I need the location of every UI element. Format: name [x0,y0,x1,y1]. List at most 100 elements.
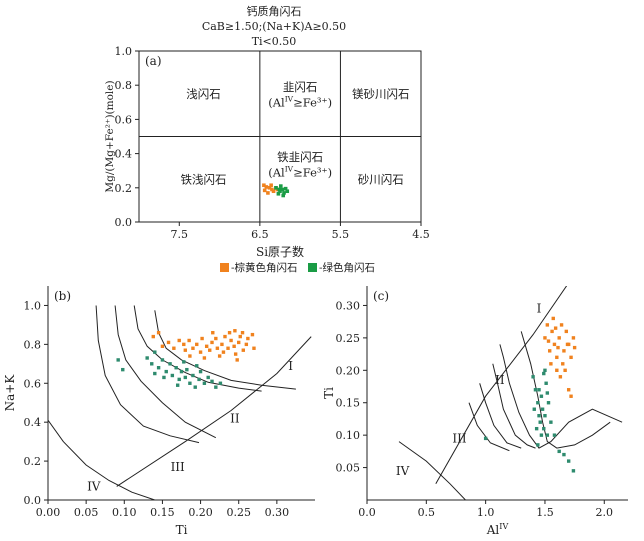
curves-b [48,305,312,500]
data-point [229,338,233,343]
x-axis-label-c: AlIV [486,522,509,537]
data-point [538,420,542,424]
y-tick-label-a: 0.0 [115,216,133,229]
data-point [210,340,214,345]
y-tick-label-c: 0.30 [336,299,361,312]
x-tick-label-b: 0.30 [265,506,290,519]
data-point [536,443,540,447]
data-point [546,401,551,405]
x-tick-label-a: 7.5 [171,228,189,241]
data-point [555,368,559,373]
data-point [235,358,239,362]
y-tick-label-b: 0.2 [24,455,42,468]
data-point [276,191,281,196]
data-point [179,369,184,374]
field-label-sup: IV [285,164,294,173]
field-label: 铁韭闪石 [277,150,323,164]
data-point [558,375,563,379]
y-tick-label-c: 0.25 [336,332,361,345]
data-point [550,329,554,334]
data-point [116,358,120,362]
series-a-1 [274,184,290,198]
data-point [232,344,236,349]
data-point [277,187,281,192]
x-tick-label-c: 1.5 [536,506,554,519]
field-label: (AlIV≥Fe³⁺) [268,94,332,109]
data-point [552,342,557,347]
data-point [188,354,192,358]
data-point [571,469,576,473]
y-axis-label-c: Ti [322,387,336,399]
panel-label-b: (b) [54,289,71,303]
data-point [206,375,210,380]
data-point [539,394,544,398]
data-point [227,330,232,335]
data-point [197,377,201,382]
field-label: (AlIV≥Fe³⁺) [268,164,332,179]
panel-a: 7.5 6.5 5.5 4.5 0.0 0.2 0.4 0.6 0.8 1.0 (a) Si原子数 Mg… [104,45,430,259]
data-point [546,339,551,343]
data-point [483,436,488,441]
field-label-roman: IV [87,479,101,493]
field-boundary-curve [95,305,200,444]
legend-label-green: -绿色角闪石 [319,261,375,274]
data-point [160,344,165,349]
data-point [191,373,195,378]
data-point [533,388,538,392]
legend-swatch-orange [220,263,229,272]
data-point [188,381,192,385]
field-boundary-curve [116,336,312,487]
data-point [571,336,576,340]
data-point [220,342,224,347]
field-boundary-curve [114,305,217,439]
y-tick-label-a: 0.2 [115,182,133,195]
data-point [561,362,565,366]
x-tick-label-b: 0.00 [36,506,61,519]
data-point [532,407,536,411]
data-point [537,413,541,418]
x-tick-label-c: 0.5 [418,506,436,519]
data-point [246,336,250,341]
data-point [266,191,270,195]
data-point [281,193,286,198]
data-point [252,346,256,350]
data-point [166,340,171,345]
data-point [250,332,255,337]
field-label: 浅闪石 [186,87,221,101]
series-b-0 [151,329,256,362]
data-point [262,188,267,193]
data-point [555,355,559,360]
data-point [168,362,172,366]
data-point [282,191,286,195]
data-point [279,184,283,188]
data-point [208,348,212,352]
data-point [553,326,558,330]
data-point [202,381,207,385]
data-point [223,334,227,339]
data-point [543,368,547,373]
data-point [544,381,548,385]
data-point [214,385,218,389]
field-label-roman: IV [396,464,410,478]
y-tick-label-c: 0.20 [336,364,361,377]
data-point [562,349,566,353]
field-label: 砂川闪石 [358,172,404,186]
x-tick-label-b: 0.20 [188,506,213,519]
data-point [549,362,553,366]
data-point [543,336,547,340]
field-boundary-curve [520,331,611,449]
x-tick-label-c: 2.0 [596,506,614,519]
field-boundary-curve [492,363,536,449]
x-tick-label-a: 6.5 [251,228,269,241]
data-point [164,369,168,374]
data-point [153,350,157,354]
series-c-0 [543,316,577,398]
y-tick-label-a: 0.4 [115,148,133,161]
data-point [237,340,241,345]
data-point [566,459,571,463]
data-point [215,346,220,350]
y-tick-label-c: 0.15 [336,397,361,410]
data-point [548,349,552,353]
data-point [549,420,553,424]
